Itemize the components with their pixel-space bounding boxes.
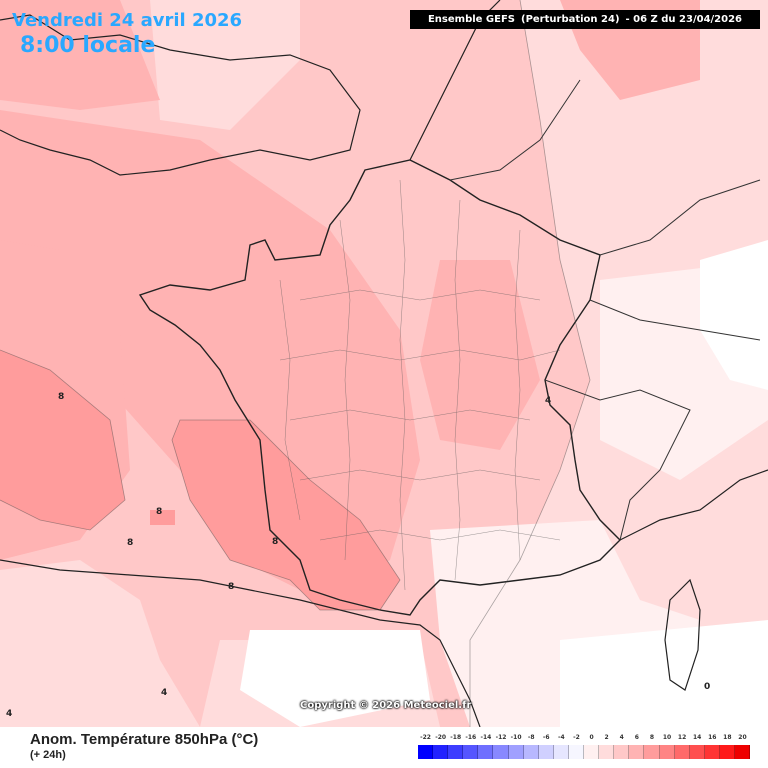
legend-swatch [493, 745, 509, 759]
legend-swatch [674, 745, 690, 759]
model-run: - 06 Z du 23/04/2026 [625, 14, 743, 25]
legend-swatch [719, 745, 735, 759]
legend-tick-label: -2 [573, 734, 580, 741]
anomaly-field-8-10-southwest [172, 420, 400, 610]
legend-swatch [478, 745, 494, 759]
contour-label: 8 [156, 507, 162, 517]
legend-tick-label: -20 [435, 734, 447, 741]
legend-tick-label: -16 [465, 734, 477, 741]
anomaly-field-6-8-center [420, 260, 540, 450]
contour-label: 8 [272, 537, 278, 547]
legend-swatch [614, 745, 630, 759]
anomaly-map: 8 8 8 8 8 4 0 4 4 [0, 0, 768, 727]
legend-swatch [538, 745, 554, 759]
anomaly-field-2-4-north [150, 0, 300, 130]
legend-tick-label: 4 [619, 734, 624, 741]
contour-label: 8 [58, 392, 64, 402]
color-legend: -22 -20 -18 -16 -14 -12 -10 -8 -6 -4 -2 0 2 4 6 8 10 12 14… [418, 734, 751, 762]
italy-border [544, 379, 691, 541]
legend-swatch [659, 745, 675, 759]
anomaly-field-neutral-sea [560, 620, 768, 727]
legend-tick-label: 12 [677, 734, 687, 741]
model-header: Ensemble GEFS (Perturbation 24) - 06 Z d… [410, 10, 760, 29]
legend-swatch [553, 745, 569, 759]
legend-swatch [599, 745, 615, 759]
swiss-border [589, 299, 761, 341]
legend-tick-label: 18 [723, 734, 732, 741]
anomaly-field-neutral-spain [240, 630, 430, 727]
legend-tick-label: 10 [662, 734, 672, 741]
contour-label-group: 8 8 8 8 8 4 0 4 4 [6, 392, 710, 719]
legend-tick-label: -14 [480, 734, 492, 741]
legend-tick-label: -10 [510, 734, 522, 741]
forecast-local-time: 8:00 locale [20, 33, 156, 58]
legend-swatch [508, 745, 524, 759]
legend-tick-label: 14 [692, 734, 702, 741]
legend-swatch [433, 745, 449, 759]
anomaly-field-8-10-atlantic [0, 350, 125, 530]
legend-tick-label: -6 [542, 734, 550, 741]
contour-label: 4 [161, 688, 167, 698]
model-name: Ensemble GEFS [427, 14, 515, 25]
legend-swatch [448, 745, 464, 759]
france-border [138, 159, 621, 616]
belgium-border [449, 79, 581, 181]
contour-label: 8 [127, 538, 133, 548]
contour-label: 4 [6, 709, 12, 719]
contour-label: 4 [545, 396, 551, 406]
legend-swatch [704, 745, 720, 759]
legend-tick-label: -12 [495, 734, 507, 741]
legend-swatch [689, 745, 705, 759]
anomaly-field-neutral-east [700, 240, 768, 390]
ensemble-member: (Perturbation 24) [521, 14, 620, 25]
anomaly-field-2-4-southwest [0, 560, 200, 727]
legend-tick-label: 6 [634, 734, 639, 741]
legend-color-bar [418, 745, 751, 759]
uk-coast [0, 14, 361, 176]
variable-title: Anom. Température 850hPa (°C) [30, 731, 259, 748]
copyright-notice: Copyright © 2026 Meteociel.fr [300, 700, 472, 711]
ligurian-coast [619, 469, 768, 541]
legend-swatch [568, 745, 585, 759]
legend-tick-label: -22 [420, 734, 431, 741]
department-boundaries [279, 179, 561, 591]
spain-coast [0, 559, 481, 727]
legend-swatch [584, 745, 600, 759]
legend-tick-label: -8 [527, 734, 535, 741]
legend-swatch [418, 745, 434, 759]
legend-tick-label: -18 [450, 734, 462, 741]
legend-tick-label: 0 [589, 734, 594, 741]
legend-swatch [644, 745, 660, 759]
legend-tick-label: 8 [649, 734, 654, 741]
corsica-coast [664, 578, 701, 691]
legend-tick-label: 16 [708, 734, 717, 741]
legend-tick-label: 20 [738, 734, 747, 741]
legend-swatch [629, 745, 645, 759]
forecast-date: Vendredi 24 avril 2026 [12, 10, 243, 31]
contour-label: 0 [704, 682, 710, 692]
anomaly-field-8-10-islet [150, 510, 175, 525]
germany-border [599, 179, 761, 256]
lead-time: (+ 24h) [30, 749, 66, 761]
legend-tick-label: -4 [558, 734, 565, 741]
legend-swatch [523, 745, 539, 759]
anomaly-field-6-8-northwest [0, 0, 160, 110]
contour-lines [0, 0, 591, 727]
legend-tick-label: 2 [604, 734, 609, 741]
contour-label: 8 [228, 582, 234, 592]
legend-ticks: -22 -20 -18 -16 -14 -12 -10 -8 -6 -4 -2 0 2 4 6 8 10 12 14… [418, 734, 750, 744]
legend-swatch [463, 745, 479, 759]
map-canvas: 8 8 8 8 8 4 0 4 4 [0, 0, 768, 727]
legend-swatch [734, 745, 751, 759]
